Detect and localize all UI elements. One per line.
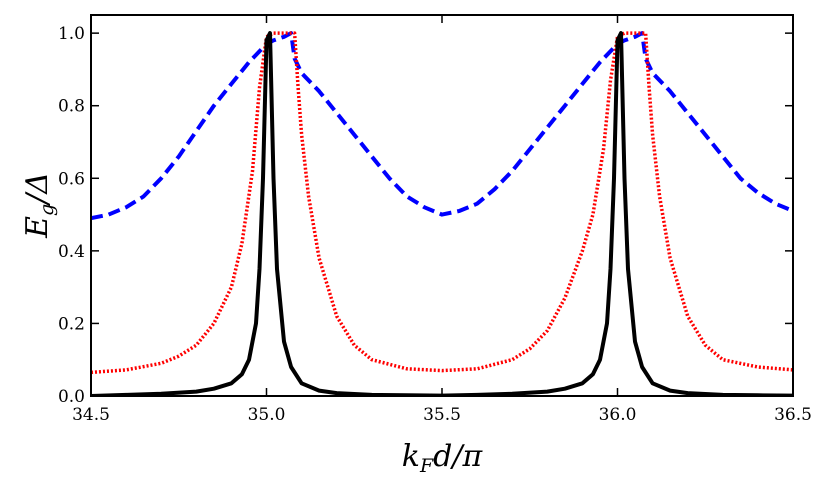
x-tick-label: 35.5 xyxy=(423,405,461,425)
series-line-dashed-blue xyxy=(91,31,793,221)
tick-layer: 34.5 35.0 35.5 36.0 36.5 0.0 0.2 0.4 0.6 0.8 1.0 xyxy=(58,15,812,425)
y-tick-label: 0.8 xyxy=(58,97,85,117)
y-tick-label: 0.2 xyxy=(58,314,85,334)
plot-background xyxy=(91,15,793,396)
y-axis-label: Eg/Δ xyxy=(20,172,58,239)
y-tick-label: 0.6 xyxy=(58,169,85,189)
x-axis-label-k: k xyxy=(402,439,420,474)
x-tick-label: 36.0 xyxy=(599,405,637,425)
y-axis-label-rest: /Δ xyxy=(20,172,55,207)
x-axis-label: kFd/π xyxy=(402,439,484,477)
x-tick-label: 35.0 xyxy=(248,405,286,425)
x-axis-label-sub: F xyxy=(419,455,434,477)
x-axis-label-rest: d/π xyxy=(433,439,483,474)
y-tick-label: 1.0 xyxy=(58,24,85,44)
y-tick-label: 0.0 xyxy=(58,387,85,407)
y-axis-label-sub: g xyxy=(36,204,58,216)
x-tick-label: 36.5 xyxy=(774,405,812,425)
y-axis-label-e: E xyxy=(20,216,55,239)
series-line-dotted-red xyxy=(91,31,793,375)
y-tick-label: 0.4 xyxy=(58,242,85,262)
x-tick-label: 34.5 xyxy=(72,405,110,425)
